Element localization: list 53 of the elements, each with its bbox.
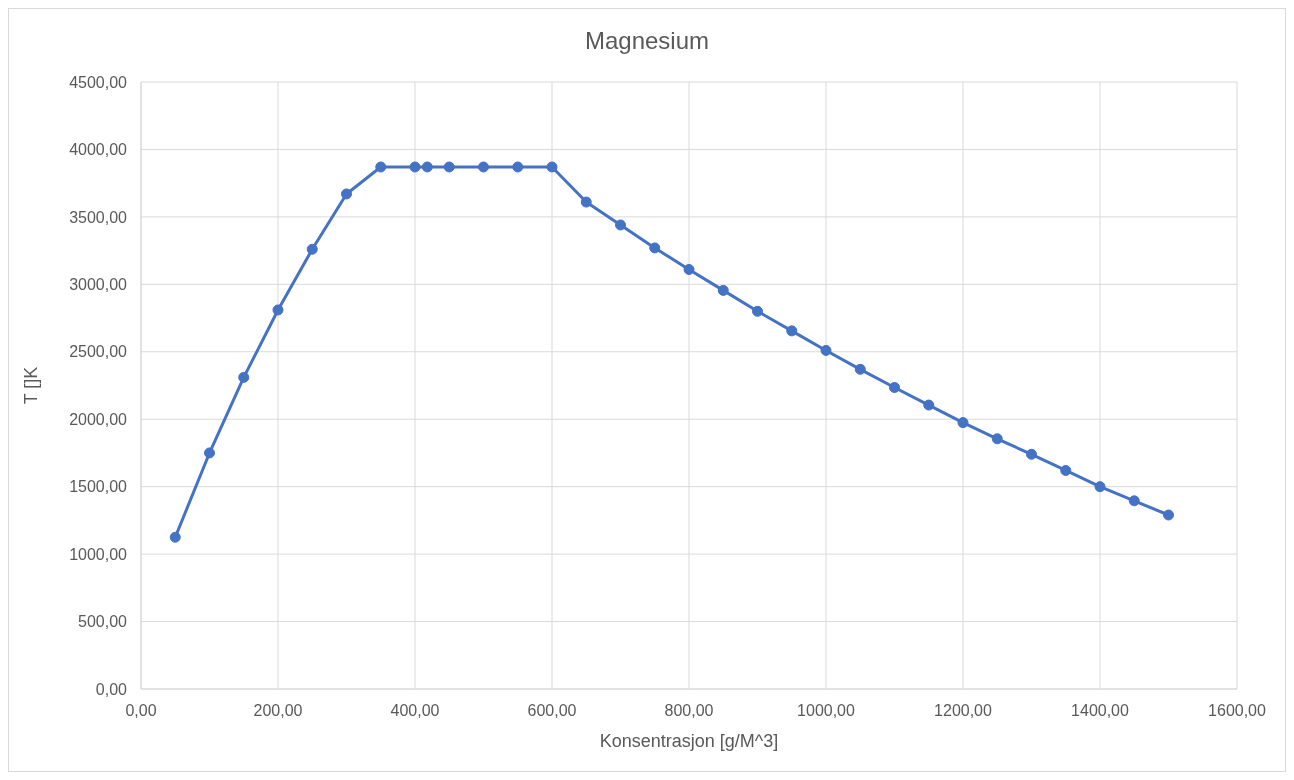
point (204, 447, 215, 459)
x-axis-title: Konsentrasjon [g/M^3] (599, 731, 779, 751)
x-tick-label: 1000,00 (797, 702, 856, 720)
point (1094, 481, 1106, 493)
x-tick-label: 600,00 (527, 702, 577, 720)
y-tick-label: 4500,00 (69, 73, 128, 91)
point (306, 243, 318, 255)
y-tick-label: 1500,00 (69, 478, 128, 496)
x-tick-label: 0,00 (125, 702, 157, 720)
point (923, 399, 935, 411)
point (957, 417, 969, 429)
point (820, 344, 832, 356)
point (409, 161, 421, 173)
point (546, 161, 558, 173)
point (1026, 448, 1037, 460)
point (512, 161, 524, 173)
x-tick-label: 1200,00 (934, 702, 993, 720)
point (1060, 464, 1072, 476)
point (478, 161, 489, 173)
x-tick-label: 1600,00 (1208, 702, 1267, 720)
y-tick-label: 2000,00 (69, 410, 128, 428)
point (1163, 509, 1174, 521)
x-tick-label: 400,00 (390, 702, 440, 720)
y-tick-label: 3000,00 (69, 276, 128, 294)
point (649, 242, 661, 254)
point (786, 325, 798, 337)
point (272, 304, 284, 316)
x-tick-label: 800,00 (664, 702, 714, 720)
point (443, 161, 455, 173)
point (683, 264, 695, 275)
point (615, 219, 626, 231)
x-tick-label: 1400,00 (1071, 702, 1130, 720)
y-tick-label: 4000,00 (69, 141, 128, 159)
point (169, 531, 181, 543)
point (717, 284, 729, 296)
x-tick-label: 200,00 (253, 702, 303, 720)
y-tick-label: 1000,00 (69, 545, 128, 563)
point (854, 363, 866, 375)
point (421, 161, 433, 173)
point (375, 161, 387, 173)
y-tick-label: 2500,00 (69, 343, 128, 361)
chart-title: Magnesium (583, 27, 711, 55)
y-tick-label: 3500,00 (69, 208, 128, 226)
point (580, 196, 592, 208)
point (752, 305, 763, 317)
y-tick-label: 0,00 (95, 680, 128, 698)
point (238, 371, 250, 383)
y-axis-title: T []K (21, 366, 42, 405)
y-tick-label: 500,00 (78, 613, 128, 631)
point (889, 382, 900, 394)
point (991, 433, 1003, 445)
point (341, 188, 352, 200)
point (1128, 495, 1140, 507)
